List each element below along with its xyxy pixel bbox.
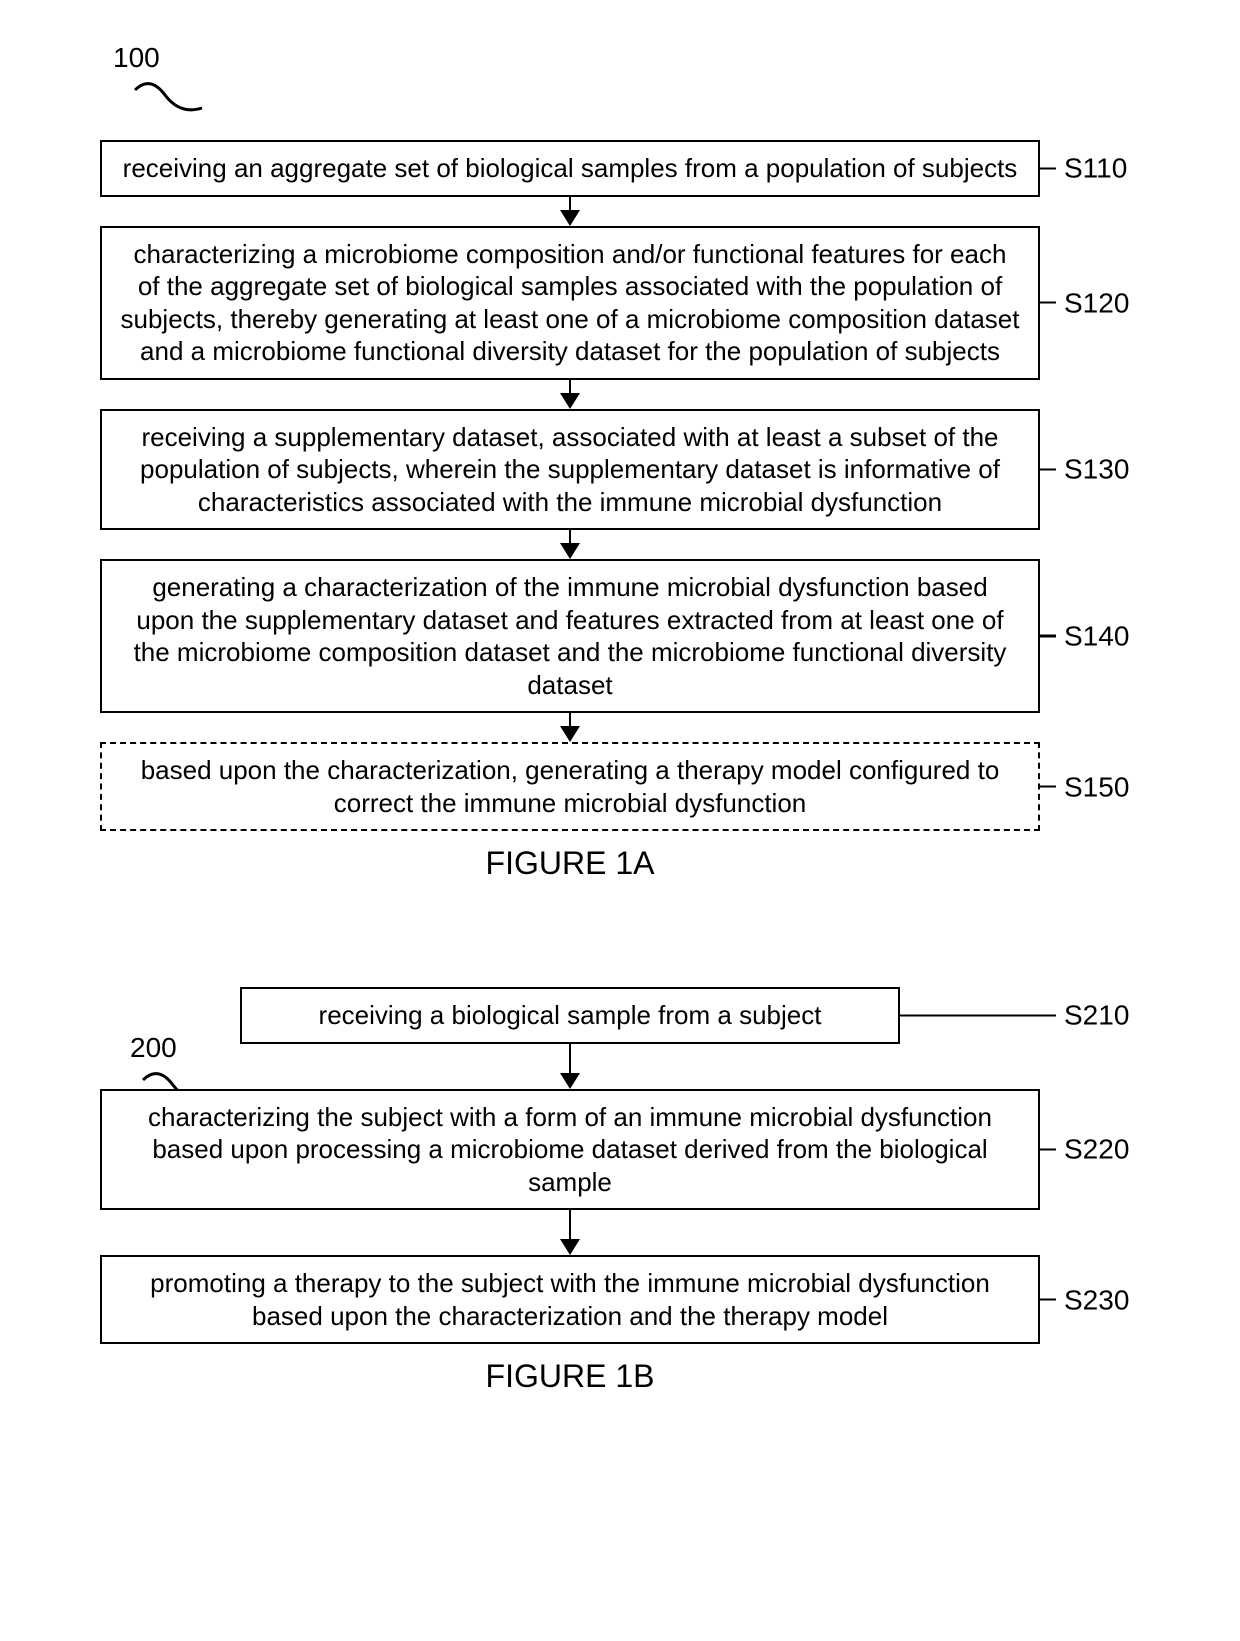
- arrow-head: [560, 1239, 580, 1255]
- step-label-s210: S210: [1038, 998, 1129, 1033]
- step-text: receiving a biological sample from a sub…: [319, 1000, 822, 1030]
- page: 100 receiving an aggregate set of biolog…: [0, 0, 1240, 1641]
- arrow: [100, 1044, 1040, 1089]
- label-text: S230: [1064, 1282, 1129, 1317]
- label-text: S210: [1064, 998, 1129, 1033]
- arrow: [100, 1210, 1040, 1255]
- arrow-line: [569, 530, 572, 544]
- tick-mark: [1038, 167, 1056, 170]
- arrow-line: [569, 1210, 572, 1240]
- label-text: S150: [1064, 769, 1129, 804]
- step-s210: receiving a biological sample from a sub…: [240, 987, 900, 1044]
- step-label-s130: S130: [1038, 452, 1129, 487]
- step-s220: characterizing the subject with a form o…: [100, 1089, 1040, 1211]
- figure-title-b: FIGURE 1B: [100, 1358, 1040, 1395]
- label-text: S110: [1064, 151, 1127, 186]
- arrow-line: [569, 197, 572, 211]
- step-text: characterizing a microbiome composition …: [121, 239, 1020, 367]
- step-label-s110: S110: [1038, 151, 1127, 186]
- arrow-line: [569, 713, 572, 727]
- step-label-s120: S120: [1038, 285, 1129, 320]
- step-text: promoting a therapy to the subject with …: [150, 1268, 990, 1331]
- tick-mark: [1038, 1148, 1056, 1151]
- step-text: based upon the characterization, generat…: [141, 755, 1000, 818]
- arrow-head: [560, 393, 580, 409]
- step-label-s140: S140: [1038, 619, 1129, 654]
- arrow-head: [560, 1073, 580, 1089]
- arrow-head: [560, 543, 580, 559]
- arrow: [100, 713, 1040, 742]
- tick-mark: [1038, 1298, 1056, 1301]
- tick-mark: [898, 1014, 1056, 1017]
- arrow-head: [560, 210, 580, 226]
- arrow: [100, 380, 1040, 409]
- label-text: S130: [1064, 452, 1129, 487]
- label-text: S140: [1064, 619, 1129, 654]
- step-text: characterizing the subject with a form o…: [148, 1102, 992, 1197]
- step-label-s220: S220: [1038, 1132, 1129, 1167]
- tick-mark: [1038, 785, 1056, 788]
- squiggle-100: [130, 80, 210, 120]
- arrow: [100, 197, 1040, 226]
- flowchart-b: receiving a biological sample from a sub…: [100, 987, 1040, 1395]
- step-text: receiving an aggregate set of biological…: [123, 153, 1018, 183]
- step-s120: characterizing a microbiome composition …: [100, 226, 1040, 380]
- label-text: S120: [1064, 285, 1129, 320]
- arrow: [100, 530, 1040, 559]
- step-s130: receiving a supplementary dataset, assoc…: [100, 409, 1040, 531]
- tick-mark: [1038, 635, 1056, 638]
- figure-title-a: FIGURE 1A: [100, 845, 1040, 882]
- arrow-line: [569, 380, 572, 394]
- label-text: S220: [1064, 1132, 1129, 1167]
- step-s110: receiving an aggregate set of biological…: [100, 140, 1040, 197]
- step-s230: promoting a therapy to the subject with …: [100, 1255, 1040, 1344]
- tick-mark: [1038, 468, 1056, 471]
- step-s150: based upon the characterization, generat…: [100, 742, 1040, 831]
- tick-mark: [1038, 301, 1056, 304]
- ref-num-100: 100: [113, 42, 160, 74]
- step-s140: generating a characterization of the imm…: [100, 559, 1040, 713]
- step-text: generating a characterization of the imm…: [134, 572, 1007, 700]
- arrow-line: [569, 1044, 572, 1074]
- step-text: receiving a supplementary dataset, assoc…: [140, 422, 1000, 517]
- step-label-s150: S150: [1038, 769, 1129, 804]
- step-label-s230: S230: [1038, 1282, 1129, 1317]
- flowchart-a: receiving an aggregate set of biological…: [100, 140, 1040, 882]
- arrow-head: [560, 726, 580, 742]
